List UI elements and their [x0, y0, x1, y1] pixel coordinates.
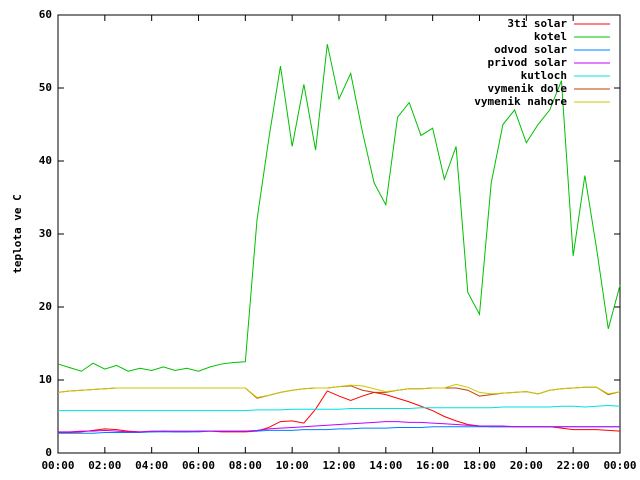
x-tick-label: 10:00	[276, 459, 309, 472]
y-tick-label: 50	[39, 81, 52, 94]
x-tick-label: 04:00	[135, 459, 168, 472]
line-series	[57, 383, 621, 399]
y-tick-label: 10	[39, 373, 52, 386]
legend-label: kotel	[534, 30, 567, 43]
legend-label: vymenik nahore	[474, 95, 567, 108]
plot-border	[57, 14, 621, 454]
y-axis-label: teplota ve C	[11, 194, 24, 273]
x-tick-label: 08:00	[229, 459, 262, 472]
x-tick-label: 22:00	[557, 459, 590, 472]
x-tick-label: 16:00	[416, 459, 449, 472]
x-tick-label: 00:00	[41, 459, 74, 472]
x-tick-label: 02:00	[88, 459, 121, 472]
x-tick-label: 20:00	[510, 459, 543, 472]
legend-label: odvod solar	[494, 43, 567, 56]
x-tick-label: 00:00	[603, 459, 636, 472]
legend-label: kutloch	[521, 69, 567, 82]
y-tick-label: 40	[39, 154, 52, 167]
x-tick-label: 12:00	[322, 459, 355, 472]
legend-label: privod solar	[488, 56, 568, 69]
legend-label: 3ti solar	[507, 17, 567, 30]
legend-label: vymenik dole	[488, 82, 568, 95]
x-tick-label: 18:00	[463, 459, 496, 472]
x-tick-label: 06:00	[182, 459, 215, 472]
line-series	[57, 44, 621, 372]
y-tick-label: 20	[39, 300, 52, 313]
x-tick-label: 14:00	[369, 459, 402, 472]
y-tick-label: 60	[39, 8, 52, 21]
y-tick-label: 30	[39, 227, 52, 240]
line-series	[58, 421, 620, 433]
line-series	[58, 405, 621, 412]
y-tick-label: 0	[45, 446, 52, 459]
